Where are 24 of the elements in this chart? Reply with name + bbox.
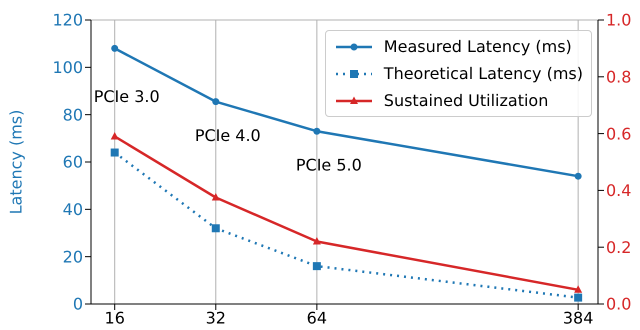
y2-tick-label: 0.4 [606,181,632,200]
y2-tick-label: 0.6 [606,124,632,144]
y-axis-title: Latency (ms) [6,110,26,214]
y2-tick-label: 1.0 [606,10,632,30]
y-tick-label: 100 [52,58,83,78]
y-tick-label: 0 [72,294,83,314]
legend-label: Theoretical Latency (ms) [384,63,583,85]
annotation: PCIe 4.0 [194,126,261,146]
y2-tick-label: 0.0 [606,294,632,314]
y-tick-label: 20 [62,247,83,266]
x-tick-label: 32 [206,308,226,328]
x-tick-label: 16 [104,308,125,328]
y-tick-label: 60 [62,152,83,172]
x-tick-label: 64 [306,308,328,328]
y2-tick-label: 0.2 [606,238,632,257]
annotation: PCIe 5.0 [296,156,362,175]
legend-label: Measured Latency (ms) [384,36,572,58]
y-tick-label: 80 [62,105,83,124]
y-tick-label: 120 [52,10,83,30]
x-tick-label: 384 [562,308,594,328]
legend-label: Sustained Utilization [384,90,548,112]
y-tick-label: 40 [62,200,83,220]
y2-tick-label: 0.8 [606,67,632,86]
annotation: PCIe 3.0 [94,86,160,106]
